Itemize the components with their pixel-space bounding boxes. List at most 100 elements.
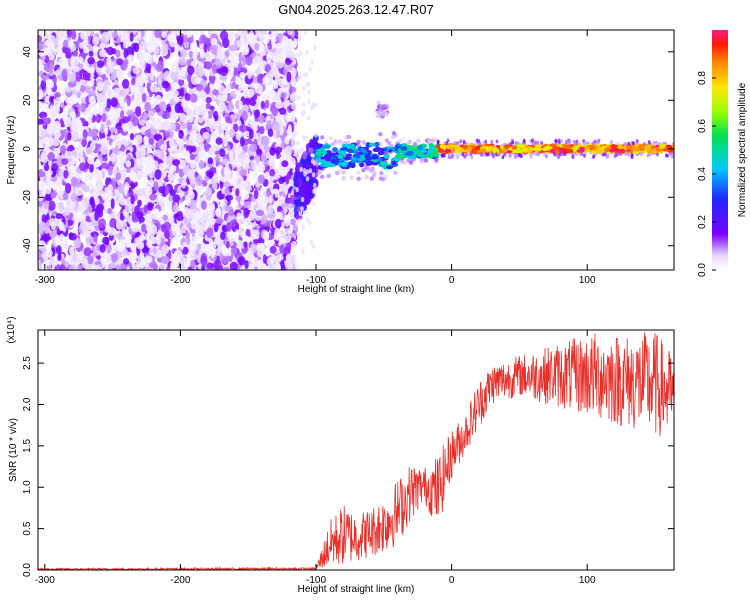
heatmap-cell	[280, 259, 285, 269]
heatmap-cell	[215, 137, 223, 145]
heatmap-cell	[206, 171, 214, 178]
heatmap-cell	[258, 114, 265, 124]
heatmap-cell	[350, 159, 357, 164]
heatmap-cell	[183, 34, 188, 45]
heatmap-cell	[290, 218, 297, 226]
heatmap-cell	[101, 112, 107, 123]
heatmap-cell	[147, 202, 154, 211]
heatmap-cell	[88, 50, 94, 57]
heatmap-cell	[290, 255, 296, 266]
heatmap-cell	[212, 63, 217, 74]
heatmap-cell	[40, 152, 46, 162]
heatmap-cell	[172, 204, 180, 213]
heatmap-cell	[110, 72, 117, 81]
heatmap-cell	[119, 89, 126, 97]
heatmap-cell	[203, 61, 213, 70]
heatmap-cell	[96, 84, 102, 91]
heatmap-cell	[139, 156, 148, 165]
heatmap-cell	[162, 214, 168, 221]
heatmap-cell	[319, 163, 328, 168]
heatmap-cell	[86, 66, 95, 74]
heatmap-cell	[55, 245, 62, 255]
heatmap-cell	[368, 142, 376, 147]
heatmap-cell	[107, 227, 116, 236]
heatmap-cell	[238, 30, 247, 38]
heatmap-cell	[54, 103, 60, 115]
heatmap-cell	[146, 121, 152, 130]
heatmap-cell	[267, 42, 273, 51]
heatmap-cell	[138, 234, 146, 242]
heatmap-cell	[218, 95, 227, 102]
heatmap-cell	[61, 158, 69, 166]
heatmap-cell	[164, 131, 171, 139]
heatmap-cell	[189, 162, 196, 169]
heatmap-cell	[286, 128, 292, 137]
heatmap-cell	[322, 145, 330, 149]
heatmap-cell	[62, 192, 69, 201]
heatmap-cell	[205, 227, 214, 238]
heatmap-cell	[216, 130, 225, 139]
heatmap-cell	[245, 55, 253, 66]
heatmap-cell	[349, 175, 354, 180]
heatmap-cell	[123, 58, 129, 66]
heatmap-cell	[68, 264, 76, 270]
heatmap-cell	[189, 130, 197, 139]
heatmap-cell	[296, 155, 301, 161]
heatmap-cell	[297, 35, 302, 41]
heatmap-cell	[115, 220, 124, 230]
heatmap-cell	[170, 110, 179, 121]
heatmap-cell	[298, 211, 303, 217]
heatmap-cell	[266, 187, 271, 198]
heatmap-cell	[172, 194, 181, 203]
heatmap-cell	[183, 257, 189, 269]
heatmap-cell	[40, 79, 47, 90]
heatmap-cell	[161, 80, 170, 89]
heatmap-cell	[360, 147, 366, 152]
heatmap-cell	[50, 191, 57, 199]
heatmap-cell	[41, 213, 48, 224]
heatmap-cell	[210, 250, 215, 259]
heatmap-cell	[258, 161, 263, 173]
heatmap-cell	[38, 103, 42, 111]
heatmap-cell	[254, 109, 261, 118]
heatmap-cell	[371, 161, 379, 166]
heatmap-cell	[181, 225, 187, 234]
heatmap-cell	[166, 200, 173, 210]
heatmap-cell	[325, 157, 332, 162]
heatmap-cell	[259, 41, 265, 53]
heatmap-cell	[294, 171, 302, 178]
heatmap-cell	[175, 210, 184, 222]
heatmap-cell	[246, 250, 252, 260]
heatmap-cell	[266, 151, 271, 159]
heatmap-cell	[90, 264, 99, 270]
heatmap-cell	[177, 69, 186, 77]
heatmap-cell	[215, 207, 222, 218]
heatmap-cell	[263, 159, 268, 167]
heatmap-cell	[281, 181, 289, 193]
heatmap-cell	[178, 78, 185, 87]
heatmap-cell	[107, 207, 113, 215]
heatmap-cell	[323, 154, 331, 159]
heatmap-cell	[119, 170, 127, 178]
heatmap-cell	[86, 109, 94, 119]
heatmap-cell	[258, 250, 263, 258]
heatmap-cell	[140, 145, 146, 157]
heatmap-cell	[38, 249, 43, 256]
heatmap-cell	[86, 30, 92, 36]
heatmap-cell	[111, 141, 116, 149]
heatmap-cell	[250, 229, 258, 236]
heatmap-cell	[207, 110, 213, 120]
heatmap-cell	[290, 102, 297, 110]
heatmap-cell	[391, 160, 397, 166]
heatmap-cell	[69, 246, 75, 257]
heatmap-cell	[207, 157, 213, 165]
heatmap-cell	[81, 257, 89, 269]
heatmap-cell	[266, 119, 272, 128]
heatmap-cell	[120, 30, 127, 38]
heatmap-cell	[276, 72, 281, 79]
heatmap-cell	[290, 111, 296, 123]
heatmap-cell	[189, 153, 196, 161]
heatmap-cell	[238, 51, 243, 63]
heatmap-cell	[108, 110, 113, 120]
heatmap-cell	[296, 95, 301, 101]
